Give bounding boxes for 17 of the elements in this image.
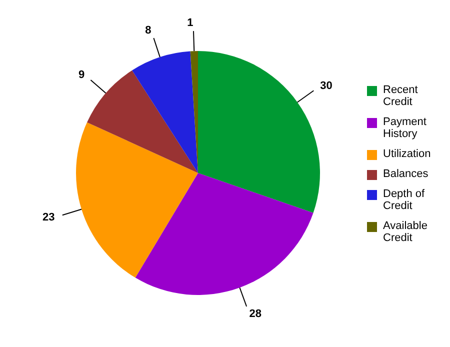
data-label: 9 [78, 68, 85, 81]
legend-label: Payment History [383, 116, 428, 140]
legend-label: Depth of Credit [383, 188, 426, 212]
data-label: 23 [42, 212, 55, 224]
data-label: 28 [249, 308, 262, 320]
data-label: 8 [145, 24, 152, 36]
pie-slice [87, 70, 198, 173]
pie-slice [198, 51, 320, 213]
pie-slice [76, 122, 198, 278]
pie-slice [135, 173, 314, 295]
legend-label: Recent Credit [383, 84, 419, 108]
data-label: 1 [187, 17, 194, 30]
pie-slice [132, 51, 198, 173]
legend-label: Available Credit [383, 220, 428, 244]
legend-label: Utilization [383, 148, 431, 160]
data-label: 30 [320, 80, 332, 92]
legend-label: Balances [383, 168, 428, 180]
